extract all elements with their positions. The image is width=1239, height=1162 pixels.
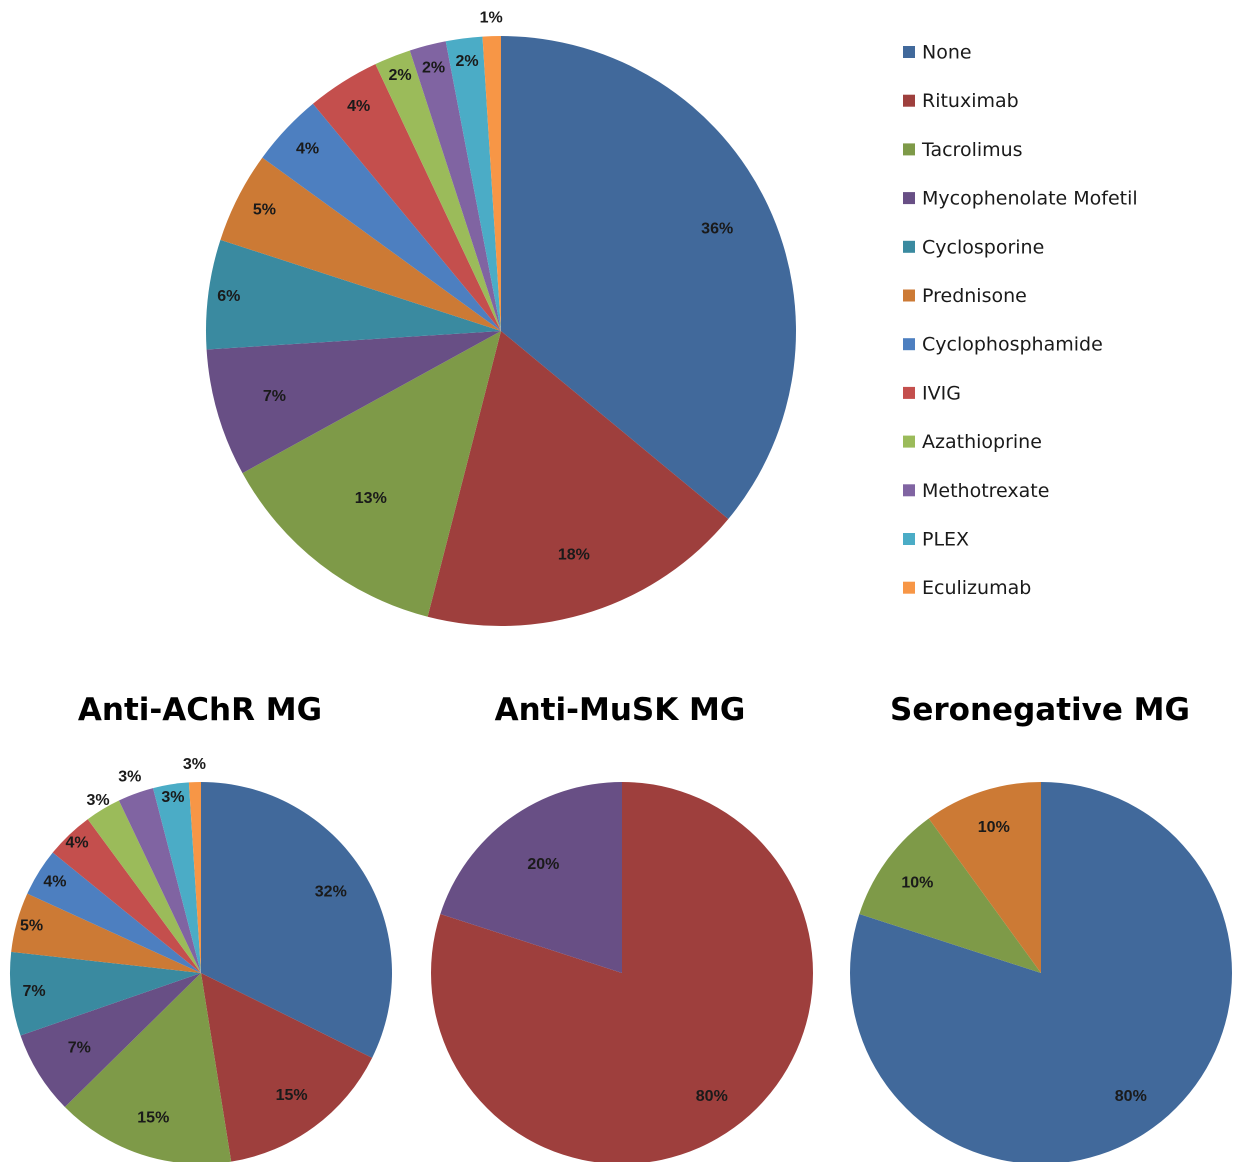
slice-rituximab bbox=[201, 973, 373, 1162]
data-label-mycophenolate-mofetil: 7% bbox=[263, 388, 286, 405]
slice-prednisone bbox=[11, 893, 202, 973]
legend-swatch-ivig bbox=[903, 386, 915, 399]
legend-swatch-mycophenolate-mofetil bbox=[903, 192, 915, 205]
anti-musk-pie-chart: 80% 20% bbox=[431, 782, 813, 1162]
slice-eculizumab bbox=[482, 36, 501, 331]
legend-label-prednisone: Prednisone bbox=[922, 285, 1027, 307]
slice-rituximab bbox=[431, 782, 813, 1162]
data-label-azathioprine: 3% bbox=[86, 792, 109, 809]
legend-swatch-eculizumab bbox=[903, 581, 915, 594]
data-label-cyclosporine: 6% bbox=[217, 288, 240, 305]
slice-mycophenolate-mofetil bbox=[20, 973, 201, 1107]
data-label-methotrexate: 3% bbox=[118, 769, 141, 786]
slice-prednisone bbox=[928, 782, 1041, 973]
legend: None Rituximab Tacrolimus Mycophenolate Mof… bbox=[903, 42, 1138, 599]
anti-achr-title: Anti-AChR MG bbox=[78, 692, 322, 728]
data-label-tacrolimus: 13% bbox=[355, 490, 387, 507]
slice-none bbox=[501, 36, 796, 520]
slice-prednisone bbox=[220, 157, 501, 331]
seronegative-pie-chart: 80% 10% 10% bbox=[850, 782, 1232, 1162]
slice-mycophenolate-mofetil bbox=[206, 331, 501, 474]
legend-label-mycophenolate-mofetil: Mycophenolate Mofetil bbox=[922, 188, 1138, 210]
data-label-none: 80% bbox=[1115, 1088, 1147, 1105]
legend-label-ivig: IVIG bbox=[922, 382, 961, 404]
data-label-azathioprine: 2% bbox=[388, 67, 411, 84]
slice-tacrolimus bbox=[64, 973, 232, 1162]
seronegative-title: Seronegative MG bbox=[890, 692, 1190, 728]
legend-label-azathioprine: Azathioprine bbox=[922, 431, 1042, 453]
data-label-plex: 3% bbox=[161, 789, 184, 806]
slice-methotrexate bbox=[409, 41, 501, 331]
data-label-mycophenolate-mofetil: 7% bbox=[68, 1040, 91, 1057]
slice-rituximab bbox=[427, 331, 729, 626]
legend-swatch-rituximab bbox=[903, 94, 915, 107]
legend-label-cyclophosphamide: Cyclophosphamide bbox=[922, 334, 1103, 356]
slice-azathioprine bbox=[87, 800, 201, 973]
data-label-prednisone: 5% bbox=[20, 917, 43, 934]
slice-cyclophosphamide bbox=[27, 852, 202, 973]
anti-achr-pie-chart: 32% 15% 15% 7% 7% 5% 4% 4% 3% 3% 3% 3% bbox=[10, 756, 392, 1162]
data-label-eculizumab: 3% bbox=[183, 756, 206, 773]
slice-cyclosporine bbox=[205, 239, 501, 350]
data-label-tacrolimus: 15% bbox=[137, 1109, 169, 1126]
data-label-eculizumab: 1% bbox=[480, 10, 503, 27]
data-label-rituximab: 18% bbox=[558, 547, 590, 564]
data-label-none: 36% bbox=[701, 221, 733, 238]
data-label-ivig: 4% bbox=[347, 98, 370, 115]
slice-ivig bbox=[312, 64, 501, 331]
legend-swatch-cyclosporine bbox=[903, 240, 915, 253]
slice-plex bbox=[445, 36, 501, 331]
legend-label-plex: PLEX bbox=[922, 529, 969, 551]
data-label-mycophenolate-mofetil: 20% bbox=[527, 856, 559, 873]
legend-label-none: None bbox=[922, 42, 972, 64]
legend-label-cyclosporine: Cyclosporine bbox=[922, 236, 1044, 258]
slice-mycophenolate-mofetil bbox=[440, 782, 622, 973]
data-label-prednisone: 10% bbox=[978, 819, 1010, 836]
data-label-cyclophosphamide: 4% bbox=[296, 141, 319, 158]
legend-swatch-tacrolimus bbox=[903, 143, 915, 156]
slice-tacrolimus bbox=[859, 818, 1041, 973]
legend-swatch-cyclophosphamide bbox=[903, 338, 915, 351]
data-label-methotrexate: 2% bbox=[422, 59, 445, 76]
slice-cyclophosphamide bbox=[262, 103, 501, 331]
data-label-rituximab: 80% bbox=[696, 1088, 728, 1105]
legend-swatch-azathioprine bbox=[903, 435, 915, 448]
legend-label-eculizumab: Eculizumab bbox=[922, 577, 1031, 599]
slice-ivig bbox=[52, 819, 202, 973]
legend-swatch-prednisone bbox=[903, 289, 915, 302]
legend-label-rituximab: Rituximab bbox=[922, 90, 1019, 112]
data-label-ivig: 4% bbox=[66, 834, 89, 851]
data-label-prednisone: 5% bbox=[253, 202, 276, 219]
slice-plex bbox=[153, 782, 201, 973]
legend-swatch-none bbox=[903, 46, 915, 58]
data-label-rituximab: 15% bbox=[276, 1087, 308, 1104]
slice-none bbox=[850, 782, 1232, 1162]
overall-pie-chart: 36% 18% 13% 7% 6% 5% 4% 4% 2% 2% 2% 1% bbox=[205, 10, 796, 626]
slice-azathioprine bbox=[375, 50, 501, 331]
data-label-cyclophosphamide: 4% bbox=[43, 874, 66, 891]
data-label-plex: 2% bbox=[455, 53, 478, 70]
slice-methotrexate bbox=[118, 788, 201, 973]
data-label-none: 32% bbox=[315, 884, 347, 901]
slice-tacrolimus bbox=[242, 331, 502, 617]
legend-swatch-plex bbox=[903, 533, 915, 545]
legend-label-methotrexate: Methotrexate bbox=[922, 480, 1049, 502]
data-label-tacrolimus: 10% bbox=[901, 874, 933, 891]
data-label-cyclosporine: 7% bbox=[22, 983, 45, 1000]
anti-musk-title: Anti-MuSK MG bbox=[495, 692, 746, 728]
slice-cyclosporine bbox=[10, 951, 201, 1036]
slice-none bbox=[201, 782, 392, 1058]
slice-eculizumab bbox=[188, 782, 201, 973]
legend-label-tacrolimus: Tacrolimus bbox=[921, 139, 1023, 161]
legend-swatch-methotrexate bbox=[903, 484, 915, 497]
